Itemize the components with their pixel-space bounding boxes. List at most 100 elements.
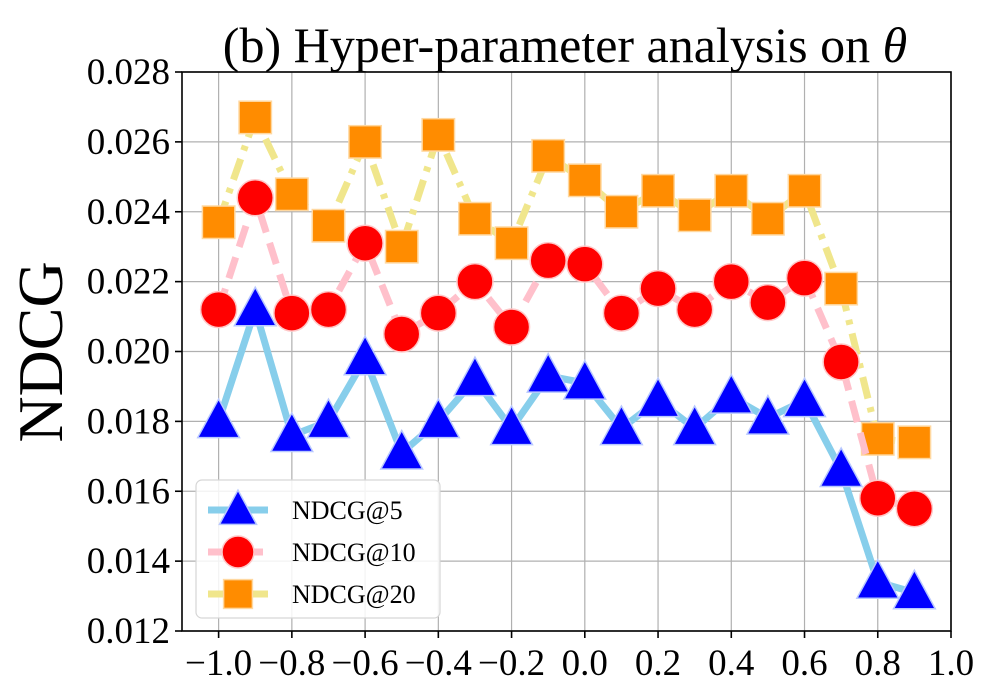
data-point <box>456 262 494 301</box>
legend: NDCG@5 NDCG@10 NDCG@20 <box>195 479 441 619</box>
legend-marker <box>221 535 255 569</box>
data-point <box>273 294 311 332</box>
data-point <box>709 373 754 414</box>
data-point <box>672 404 717 446</box>
x-tick-label: 1.0 <box>928 643 974 684</box>
data-point <box>782 376 827 418</box>
chart-title-symbol: θ <box>883 17 908 73</box>
data-point <box>562 359 607 400</box>
data-point <box>824 271 859 306</box>
legend-item: NDCG@20 <box>208 578 416 610</box>
data-point <box>567 163 602 198</box>
data-point <box>492 308 531 346</box>
legend-label: NDCG@20 <box>292 580 416 609</box>
data-point <box>233 285 278 327</box>
data-point <box>599 404 644 446</box>
data-point <box>458 201 492 236</box>
data-point <box>892 568 937 610</box>
data-point <box>714 173 749 208</box>
data-point <box>309 290 348 329</box>
data-point <box>346 224 384 262</box>
series-ndcg-at-20 <box>201 100 932 460</box>
legend-label: NDCG@10 <box>292 538 416 567</box>
legend-label: NDCG@5 <box>292 496 403 525</box>
x-tick-label: −0.4 <box>405 643 472 684</box>
y-tick-label: 0.016 <box>87 471 170 512</box>
data-point <box>452 355 498 397</box>
y-tick-label: 0.026 <box>87 122 170 163</box>
data-point <box>787 173 822 208</box>
data-point <box>269 411 314 453</box>
legend-item: NDCG@5 <box>208 488 403 526</box>
x-tick-label: 0.8 <box>855 643 901 684</box>
y-tick-label: 0.024 <box>87 192 170 233</box>
x-tick-label: 0.4 <box>708 643 754 684</box>
x-tick-label: −0.6 <box>332 643 399 684</box>
x-tick-label: 0.0 <box>562 643 608 684</box>
data-point <box>641 173 675 208</box>
data-point <box>745 393 791 435</box>
data-point <box>785 259 824 297</box>
data-point <box>819 446 864 488</box>
data-point <box>382 315 421 353</box>
series-ndcg-at-5 <box>196 285 937 610</box>
y-tick-label: 0.018 <box>87 401 170 442</box>
data-point <box>750 201 785 236</box>
data-point <box>238 100 273 135</box>
data-point <box>201 205 236 240</box>
data-point <box>421 117 456 152</box>
x-tick-label: 0.6 <box>781 643 827 684</box>
data-point <box>196 397 241 439</box>
data-point <box>566 245 604 283</box>
data-point <box>602 294 641 332</box>
data-point <box>855 558 900 600</box>
data-point <box>379 428 424 470</box>
data-point <box>859 479 897 517</box>
legend-marker <box>218 488 258 526</box>
data-point <box>895 489 934 528</box>
data-point <box>712 262 751 301</box>
data-point <box>529 241 567 280</box>
series-ndcg-at-10 <box>199 179 934 528</box>
y-tick-label: 0.028 <box>87 52 170 93</box>
data-point <box>348 124 383 159</box>
data-point <box>897 425 932 460</box>
data-point <box>526 352 571 393</box>
data-point <box>419 294 458 332</box>
y-axis-label: NDCG <box>5 261 76 442</box>
data-point <box>274 177 309 212</box>
x-tick-label: 0.2 <box>635 643 681 684</box>
legend-marker <box>222 578 254 610</box>
data-point <box>677 198 712 233</box>
chart-title: (b) Hyper-parameter analysis on θ <box>223 17 907 73</box>
legend-item: NDCG@10 <box>208 535 416 569</box>
data-point <box>639 269 677 308</box>
x-tick-label: −1.0 <box>185 643 252 684</box>
chart-title-prefix: (b) Hyper-parameter analysis on <box>223 17 883 73</box>
data-point <box>311 208 346 243</box>
x-tick-label: −0.8 <box>258 643 325 684</box>
tick-labels: −1.0 −0.8 −0.6 −0.4 −0.2 0.0 0.2 0.4 0.6 0.8 1.0 0.… <box>87 52 974 684</box>
data-point <box>199 290 238 329</box>
data-point <box>236 179 274 217</box>
data-point <box>342 334 388 376</box>
data-point <box>675 290 714 329</box>
y-tick-label: 0.012 <box>87 611 170 652</box>
data-point <box>494 226 529 261</box>
data-point <box>749 283 787 322</box>
legend-box <box>195 479 441 619</box>
data-point <box>635 376 681 418</box>
x-tick-label: −0.2 <box>478 643 545 684</box>
y-tick-label: 0.014 <box>87 541 170 582</box>
data-point <box>822 343 860 381</box>
data-point <box>384 229 419 264</box>
series-layer <box>196 100 937 610</box>
data-point <box>416 397 461 439</box>
data-point <box>531 138 566 173</box>
data-point <box>604 194 639 229</box>
data-point <box>489 404 534 446</box>
y-tick-label: 0.020 <box>87 332 170 373</box>
y-tick-label: 0.022 <box>87 262 170 303</box>
data-point <box>306 397 351 439</box>
